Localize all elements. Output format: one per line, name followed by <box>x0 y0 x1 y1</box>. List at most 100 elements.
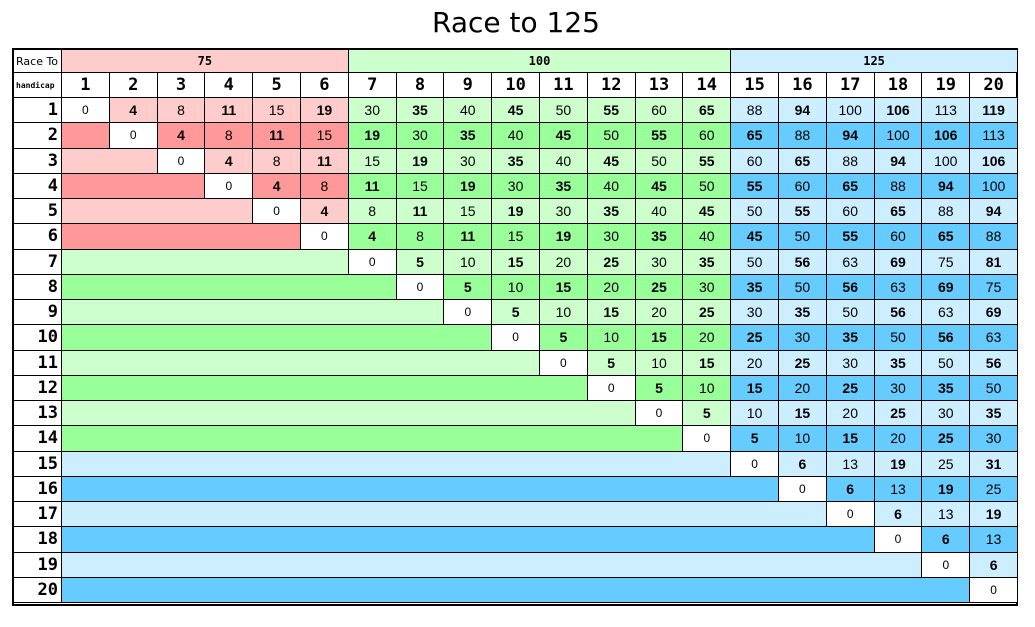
table-cell: 5 <box>540 325 588 351</box>
table-cell: 8 <box>157 98 206 124</box>
column-header: 3 <box>157 73 206 98</box>
table-cell: 63 <box>826 249 875 275</box>
row-fill-bar <box>62 451 732 477</box>
row-fill-bar <box>62 199 254 225</box>
table-cell: 19 <box>970 502 1018 528</box>
table-cell: 11 <box>253 123 301 149</box>
column-header: 15 <box>731 73 779 98</box>
table-cell: 50 <box>635 148 684 174</box>
table-cell: 4 <box>157 123 206 149</box>
table-cell: 19 <box>874 451 923 477</box>
table-cell: 65 <box>779 148 827 174</box>
table-cell: 5 <box>635 375 684 401</box>
table-cell: 10 <box>444 249 493 275</box>
table-cell: 15 <box>301 123 349 149</box>
table-cell: 8 <box>301 173 349 199</box>
table-cell: 25 <box>683 300 732 326</box>
table-cell: 94 <box>874 148 923 174</box>
column-header: 14 <box>683 73 732 98</box>
table-cell: 30 <box>635 249 684 275</box>
zero-cell: 0 <box>826 502 875 528</box>
row-fill-bar <box>62 527 875 553</box>
table-cell: 30 <box>683 274 732 300</box>
table-cell: 50 <box>540 98 588 124</box>
table-cell: 8 <box>348 199 397 225</box>
row-fill-bar <box>62 375 588 401</box>
table-cell: 11 <box>348 173 397 199</box>
row-fill-bar <box>62 502 827 528</box>
table-cell: 56 <box>826 274 875 300</box>
table-cell: 11 <box>205 98 254 124</box>
table-cell: 19 <box>301 98 349 124</box>
table-cell: 4 <box>301 199 349 225</box>
table-cell: 25 <box>970 476 1018 502</box>
table-cell: 30 <box>970 426 1018 452</box>
table-cell: 15 <box>540 274 588 300</box>
table-cell: 10 <box>587 325 636 351</box>
table-cell: 35 <box>874 350 923 376</box>
row-fill-bar <box>62 300 445 326</box>
table-cell: 10 <box>779 426 827 452</box>
column-header: 1 <box>62 73 110 98</box>
column-header: 7 <box>348 73 397 98</box>
table-cell: 65 <box>826 173 875 199</box>
row-header: 13 <box>14 401 62 427</box>
row-fill-bar <box>62 552 923 578</box>
zero-cell: 0 <box>492 325 540 351</box>
zero-cell: 0 <box>396 274 445 300</box>
table-cell: 30 <box>492 173 540 199</box>
table-cell: 13 <box>970 527 1018 553</box>
table-cell: 31 <box>970 451 1018 477</box>
table-cell: 63 <box>922 300 971 326</box>
table-cell: 45 <box>492 98 540 124</box>
row-fill-bar <box>62 249 349 275</box>
row-header: 20 <box>14 577 62 603</box>
table-cell: 15 <box>348 148 397 174</box>
table-cell: 35 <box>540 173 588 199</box>
table-cell: 15 <box>731 375 779 401</box>
row-fill-bar <box>62 224 301 250</box>
zero-cell: 0 <box>540 350 588 376</box>
table-cell: 15 <box>444 199 493 225</box>
table-cell: 25 <box>779 350 827 376</box>
row-header: 11 <box>14 350 62 376</box>
table-cell: 40 <box>444 98 493 124</box>
table-cell: 65 <box>922 224 971 250</box>
table-cell: 5 <box>587 350 636 376</box>
table-cell: 4 <box>253 173 301 199</box>
row-fill-bar <box>62 173 206 199</box>
group-header-75: 75 <box>62 50 349 73</box>
table-cell: 6 <box>779 451 827 477</box>
row-fill-bar <box>62 577 971 603</box>
table-cell: 55 <box>779 199 827 225</box>
table-cell: 11 <box>396 199 445 225</box>
table-cell: 50 <box>779 224 827 250</box>
table-cell: 45 <box>683 199 732 225</box>
table-cell: 113 <box>970 123 1018 149</box>
table-cell: 25 <box>635 274 684 300</box>
zero-cell: 0 <box>444 300 493 326</box>
table-cell: 40 <box>635 199 684 225</box>
row-fill-bar <box>62 325 493 351</box>
zero-cell: 0 <box>301 224 349 250</box>
table-cell: 6 <box>826 476 875 502</box>
zero-cell: 0 <box>587 375 636 401</box>
table-cell: 4 <box>348 224 397 250</box>
column-header: 20 <box>970 73 1018 98</box>
zero-cell: 0 <box>731 451 779 477</box>
table-cell: 45 <box>587 148 636 174</box>
zero-cell: 0 <box>922 552 971 578</box>
table-cell: 10 <box>683 375 732 401</box>
table-cell: 60 <box>826 199 875 225</box>
table-cell: 88 <box>731 98 779 124</box>
table-cell: 30 <box>922 401 971 427</box>
table-cell: 55 <box>826 224 875 250</box>
table-cell: 100 <box>874 123 923 149</box>
table-cell: 35 <box>731 274 779 300</box>
row-header: 18 <box>14 527 62 553</box>
table-cell: 106 <box>874 98 923 124</box>
race-handicap-table: Race To 75 100 125 handicap 1 2 3 4 5 6 7 8 9 10 11 12 13… <box>12 48 1018 606</box>
race-to-label: Race To <box>14 50 62 73</box>
table-cell: 30 <box>779 325 827 351</box>
table-cell: 15 <box>826 426 875 452</box>
